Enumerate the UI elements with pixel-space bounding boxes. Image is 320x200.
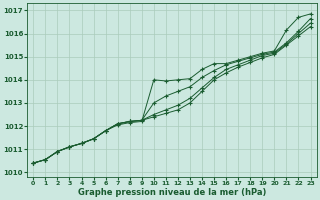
X-axis label: Graphe pression niveau de la mer (hPa): Graphe pression niveau de la mer (hPa) <box>78 188 266 197</box>
